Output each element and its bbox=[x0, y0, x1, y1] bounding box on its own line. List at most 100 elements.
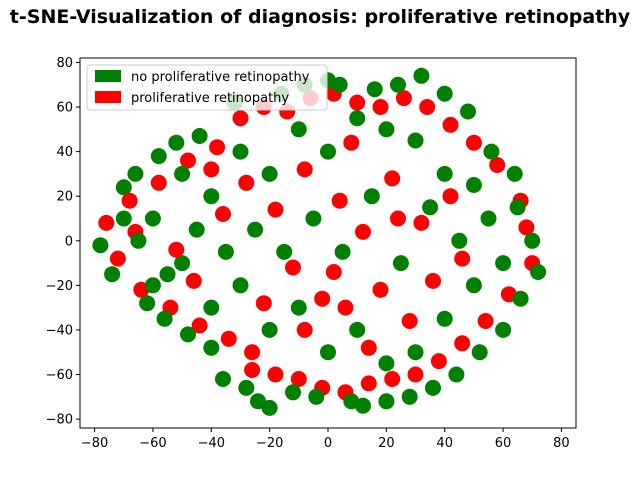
legend-swatch-no-proliferative bbox=[95, 70, 121, 82]
x-tick-label: 20 bbox=[378, 436, 395, 451]
point-proliferative bbox=[349, 94, 366, 111]
point-proliferative bbox=[180, 152, 196, 169]
legend-swatch-proliferative bbox=[95, 91, 121, 103]
point-no-proliferative bbox=[483, 143, 500, 160]
point-no-proliferative bbox=[150, 148, 167, 165]
point-proliferative bbox=[238, 174, 255, 191]
y-axis: −80 −60 −40 −20 0 20 40 60 80 bbox=[46, 56, 80, 428]
point-no-proliferative bbox=[159, 266, 176, 283]
point-proliferative bbox=[285, 259, 301, 276]
point-no-proliferative bbox=[144, 277, 161, 294]
point-proliferative bbox=[384, 170, 401, 187]
point-proliferative bbox=[442, 116, 459, 133]
point-no-proliferative bbox=[130, 232, 147, 249]
point-no-proliferative bbox=[436, 310, 453, 327]
point-proliferative bbox=[372, 281, 389, 298]
y-tick-label: 60 bbox=[56, 101, 73, 116]
point-proliferative bbox=[360, 375, 377, 392]
point-proliferative bbox=[401, 313, 418, 329]
point-proliferative bbox=[220, 330, 237, 347]
y-tick-label: 20 bbox=[56, 190, 73, 205]
point-proliferative bbox=[185, 272, 202, 289]
y-tick-label: −80 bbox=[46, 413, 73, 428]
point-no-proliferative bbox=[247, 221, 264, 238]
y-tick-label: 0 bbox=[65, 234, 73, 249]
point-proliferative bbox=[244, 344, 261, 361]
y-tick-label: −60 bbox=[46, 368, 73, 383]
plot-frame bbox=[79, 57, 577, 429]
point-proliferative bbox=[232, 110, 249, 127]
point-no-proliferative bbox=[334, 243, 351, 260]
point-proliferative bbox=[109, 250, 126, 267]
point-no-proliferative bbox=[104, 266, 121, 283]
point-no-proliferative bbox=[144, 210, 161, 227]
point-proliferative bbox=[121, 192, 138, 209]
point-no-proliferative bbox=[305, 210, 322, 227]
legend-box bbox=[86, 64, 328, 111]
point-proliferative bbox=[209, 139, 226, 156]
point-no-proliferative bbox=[174, 255, 191, 272]
point-no-proliferative bbox=[378, 355, 395, 372]
x-tick-label: 40 bbox=[436, 436, 453, 451]
point-no-proliferative bbox=[422, 199, 439, 216]
point-proliferative bbox=[296, 161, 313, 178]
point-proliferative bbox=[360, 339, 377, 356]
point-no-proliferative bbox=[261, 399, 278, 416]
legend-label-proliferative: proliferative retinopathy bbox=[131, 91, 289, 106]
point-proliferative bbox=[203, 161, 220, 178]
x-axis: −80 −60 −40 −20 0 20 40 60 80 bbox=[81, 428, 570, 451]
x-tick-label: −60 bbox=[139, 436, 166, 451]
point-proliferative bbox=[384, 371, 401, 387]
point-no-proliferative bbox=[92, 237, 109, 254]
points-layer bbox=[92, 67, 547, 416]
point-no-proliferative bbox=[188, 221, 205, 238]
point-no-proliferative bbox=[232, 277, 249, 294]
point-no-proliferative bbox=[436, 85, 453, 102]
point-no-proliferative bbox=[127, 165, 144, 182]
point-no-proliferative bbox=[320, 344, 336, 361]
point-no-proliferative bbox=[480, 210, 497, 227]
point-no-proliferative bbox=[115, 210, 132, 227]
point-proliferative bbox=[215, 206, 231, 222]
legend-label-no-proliferative: no proliferative retinopathy bbox=[131, 70, 310, 85]
point-proliferative bbox=[325, 264, 342, 280]
point-no-proliferative bbox=[349, 110, 366, 127]
point-no-proliferative bbox=[465, 177, 482, 193]
point-no-proliferative bbox=[495, 255, 512, 272]
point-proliferative bbox=[191, 317, 208, 334]
point-no-proliferative bbox=[390, 76, 406, 93]
point-proliferative bbox=[314, 290, 331, 307]
chart-title: t-SNE-Visualization of diagnosis: prolif… bbox=[10, 6, 631, 28]
point-no-proliferative bbox=[524, 232, 541, 249]
point-proliferative bbox=[355, 223, 371, 240]
point-no-proliferative bbox=[378, 121, 395, 138]
point-proliferative bbox=[98, 214, 115, 231]
x-tick-label: 0 bbox=[324, 436, 332, 451]
point-proliferative bbox=[518, 219, 535, 236]
point-no-proliferative bbox=[238, 379, 255, 396]
point-no-proliferative bbox=[512, 290, 529, 307]
point-proliferative bbox=[465, 134, 482, 151]
point-no-proliferative bbox=[366, 81, 383, 98]
point-no-proliferative bbox=[465, 277, 482, 294]
point-no-proliferative bbox=[115, 179, 132, 196]
point-no-proliferative bbox=[203, 339, 220, 356]
point-proliferative bbox=[442, 188, 459, 205]
point-proliferative bbox=[168, 241, 185, 258]
point-no-proliferative bbox=[180, 326, 196, 343]
point-proliferative bbox=[477, 313, 494, 329]
point-no-proliferative bbox=[413, 67, 430, 84]
point-proliferative bbox=[296, 321, 313, 338]
point-proliferative bbox=[489, 157, 506, 173]
point-no-proliferative bbox=[363, 188, 380, 205]
x-tick-label: −80 bbox=[81, 436, 108, 451]
point-no-proliferative bbox=[250, 393, 266, 410]
point-no-proliferative bbox=[407, 132, 424, 149]
point-proliferative bbox=[419, 99, 436, 115]
point-no-proliferative bbox=[285, 384, 301, 401]
point-no-proliferative bbox=[320, 143, 336, 160]
point-no-proliferative bbox=[401, 388, 418, 405]
x-tick-label: 80 bbox=[553, 436, 570, 451]
point-no-proliferative bbox=[448, 366, 465, 383]
